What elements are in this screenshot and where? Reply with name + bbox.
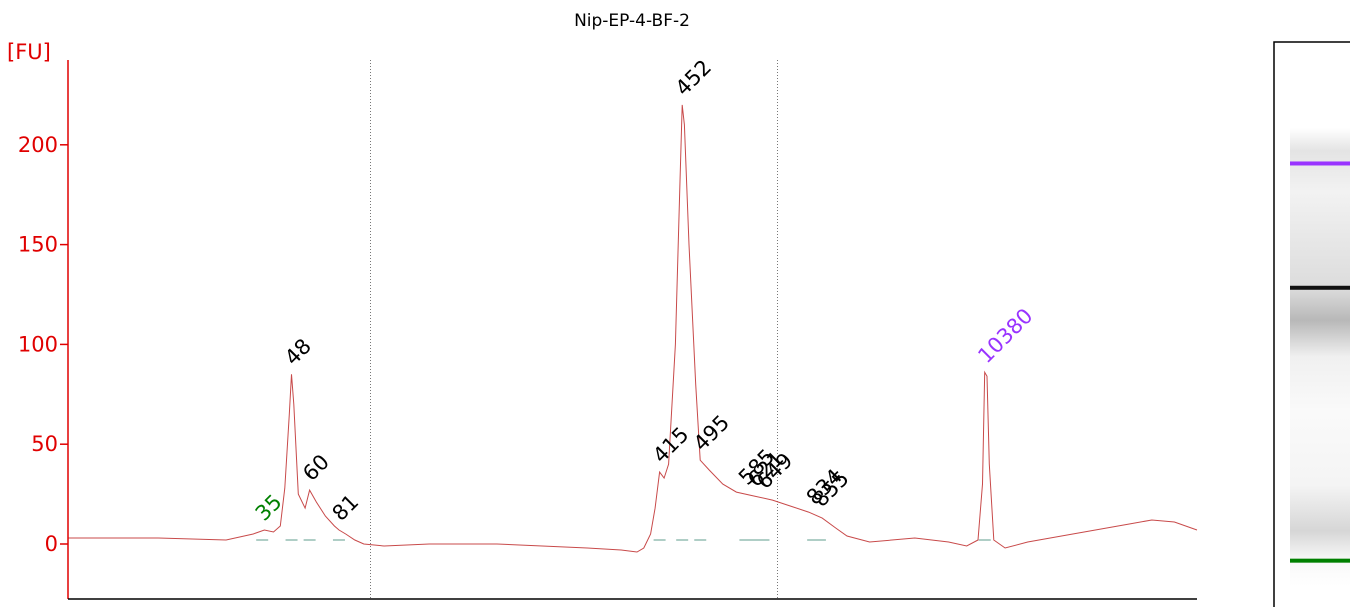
gel-lane-body bbox=[1290, 128, 1350, 586]
y-tick-label: 100 bbox=[18, 332, 58, 356]
y-tick-label: 50 bbox=[31, 432, 58, 456]
peak-label: 452 bbox=[671, 55, 716, 100]
peak-label: 415 bbox=[648, 422, 693, 467]
y-tick-label: 200 bbox=[18, 133, 58, 157]
peak-label: 48 bbox=[280, 334, 316, 370]
y-tick-label: 0 bbox=[45, 532, 58, 556]
peak-label: 81 bbox=[328, 490, 364, 526]
peak-label: 495 bbox=[689, 410, 734, 455]
y-axis-label: [FU] bbox=[7, 40, 51, 64]
y-tick-label: 150 bbox=[18, 233, 58, 257]
gel-band-lower-marker bbox=[1290, 558, 1350, 563]
gel-band-upper-marker bbox=[1290, 161, 1350, 166]
chart-title: Nip-EP-4-BF-2 bbox=[574, 11, 690, 31]
peak-label: 60 bbox=[298, 450, 334, 486]
y-axis-ticks: 0 50 100 150 200 bbox=[18, 133, 68, 556]
trace-line bbox=[68, 104, 1198, 553]
gel-band-main-band bbox=[1290, 285, 1350, 290]
gel-lane bbox=[1273, 41, 1350, 607]
peak-label: 10380 bbox=[973, 304, 1037, 368]
